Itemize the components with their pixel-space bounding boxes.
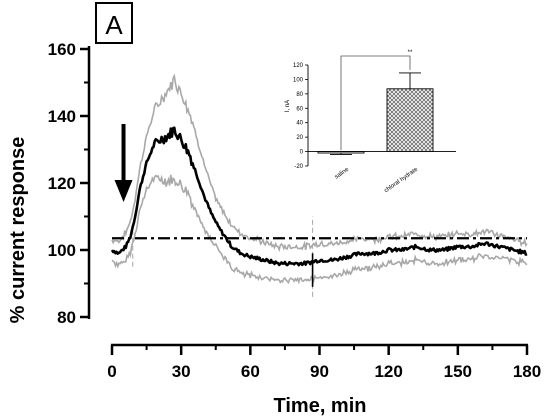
y-axis-ticks: 80 100 120 140 160 [48, 40, 89, 327]
panel-label: A [105, 10, 123, 40]
x-tick-label: 90 [310, 362, 329, 381]
x-tick-label: 150 [444, 362, 472, 381]
panel-label-box: A [95, 2, 133, 44]
inset-category-label: saline [334, 166, 351, 180]
mean-trace [110, 126, 528, 287]
inset-bar [386, 88, 434, 153]
main-axes [87, 46, 528, 347]
y-tick-label: 160 [48, 40, 76, 59]
inset-significance-label: ** [408, 50, 413, 56]
y-axis-title: % current response [7, 137, 29, 324]
stimulus-arrow [114, 124, 133, 202]
x-axis-ticks: 0 30 60 90 120 150 180 [107, 345, 541, 381]
inset-y-tick-label: 120 [293, 63, 304, 69]
y-tick-label: 80 [57, 308, 76, 327]
inset-y-tick-label: 20 [296, 135, 303, 141]
y-tick-label: 120 [48, 174, 76, 193]
x-tick-label: 0 [107, 362, 116, 381]
y-tick-label: 100 [48, 241, 76, 260]
inset-y-tick-label: -20 [294, 164, 303, 170]
inset-y-tick-label: 80 [296, 92, 303, 98]
inset-y-tick-label: 60 [296, 106, 303, 112]
sem-band [111, 73, 528, 297]
x-tick-label: 180 [513, 362, 541, 381]
arrow-head [114, 180, 133, 202]
y-tick-label: 140 [48, 107, 76, 126]
inset-bar-chart: -20 0 20 40 60 80 100 120 saline chloral hydrate *… [293, 50, 456, 194]
inset-bar [317, 151, 365, 154]
inset-y-tick-label: 40 [296, 121, 303, 127]
inset-significance-bracket [340, 55, 411, 151]
inset-category-label: chloral hydrate [383, 166, 419, 194]
inset-y-tick-label: 100 [293, 77, 304, 83]
mean-line [110, 126, 528, 267]
sem-lower-line [111, 174, 528, 285]
sem-upper-line [111, 73, 528, 253]
inset-y-axis-title: I, nA [285, 100, 291, 112]
x-tick-label: 120 [374, 362, 402, 381]
inset-y-tick-label: 0 [300, 150, 304, 156]
x-tick-label: 60 [241, 362, 260, 381]
x-axis-title: Time, min [274, 395, 367, 417]
x-tick-label: 30 [172, 362, 191, 381]
